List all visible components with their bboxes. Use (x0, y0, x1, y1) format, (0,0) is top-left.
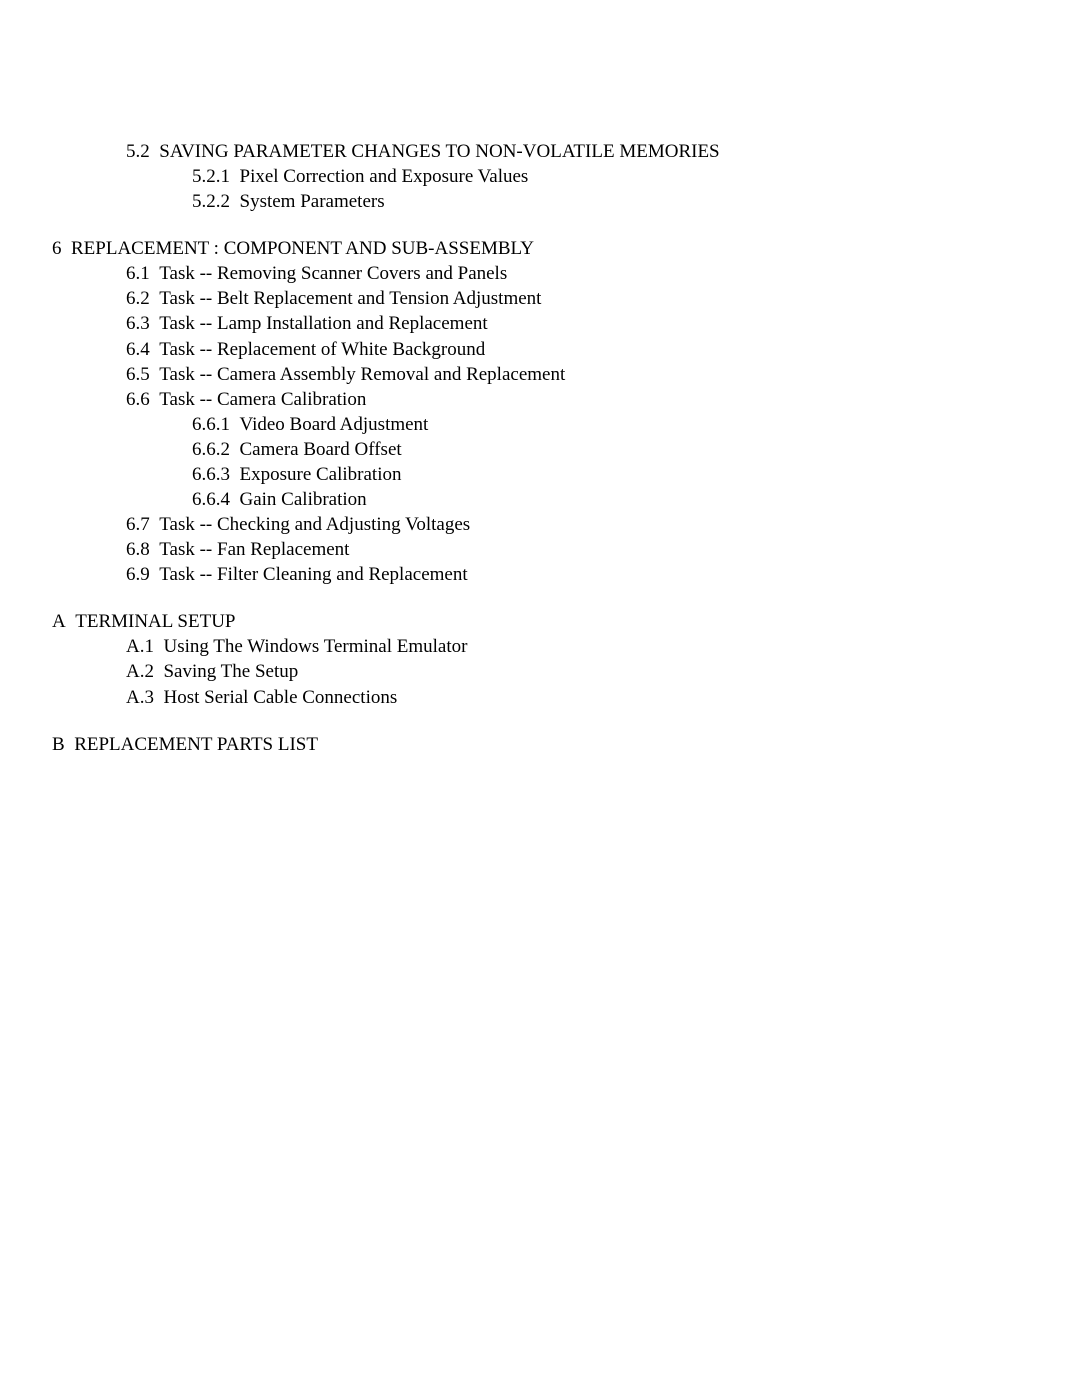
toc-title: SAVING PARAMETER CHANGES TO NON-VOLATILE… (159, 141, 719, 162)
toc-title: Task -- Checking and Adjusting Voltages (159, 514, 470, 535)
toc-title: Host Serial Cable Connections (163, 687, 397, 708)
toc-title: Task -- Belt Replacement and Tension Adj… (159, 288, 541, 309)
toc-entry: 6.6.2 Camera Board Offset (192, 437, 1028, 462)
toc-entry: 6.4 Task -- Replacement of White Backgro… (126, 337, 1028, 362)
toc-title: Using The Windows Terminal Emulator (163, 636, 467, 657)
toc-number: 5.2.1 (192, 166, 230, 187)
toc-title: Pixel Correction and Exposure Values (240, 166, 529, 187)
toc-title: Task -- Replacement of White Background (159, 339, 485, 360)
toc-entry: 5.2.2 System Parameters (192, 189, 1028, 214)
toc-title: Task -- Removing Scanner Covers and Pane… (159, 263, 507, 284)
toc-number: 6 (52, 238, 62, 259)
toc-number: 6.6.1 (192, 414, 230, 435)
toc-entry: 6.6.1 Video Board Adjustment (192, 412, 1028, 437)
toc-number: 6.6.2 (192, 439, 230, 460)
toc-entry: 6.2 Task -- Belt Replacement and Tension… (126, 286, 1028, 311)
toc-title: REPLACEMENT : COMPONENT AND SUB-ASSEMBLY (71, 238, 534, 259)
toc-entry: 6.5 Task -- Camera Assembly Removal and … (126, 362, 1028, 387)
toc-entry: A.3 Host Serial Cable Connections (126, 685, 1028, 710)
toc-title: Saving The Setup (163, 661, 298, 682)
toc-page: 5.2 SAVING PARAMETER CHANGES TO NON-VOLA… (0, 0, 1080, 757)
toc-title: Task -- Lamp Installation and Replacemen… (159, 313, 487, 334)
toc-entry: A.1 Using The Windows Terminal Emulator (126, 634, 1028, 659)
toc-number: A.1 (126, 636, 154, 657)
toc-number: 6.8 (126, 539, 150, 560)
toc-entry: 6.8 Task -- Fan Replacement (126, 537, 1028, 562)
toc-number: 6.2 (126, 288, 150, 309)
toc-title: Task -- Filter Cleaning and Replacement (159, 564, 467, 585)
toc-number: 6.7 (126, 514, 150, 535)
toc-number: B (52, 734, 65, 755)
toc-number: 6.1 (126, 263, 150, 284)
toc-entry: 5.2.1 Pixel Correction and Exposure Valu… (192, 164, 1028, 189)
toc-number: 5.2.2 (192, 191, 230, 212)
toc-entry: 6.6.4 Gain Calibration (192, 487, 1028, 512)
toc-number: 6.9 (126, 564, 150, 585)
toc-entry: 6.3 Task -- Lamp Installation and Replac… (126, 311, 1028, 336)
toc-number: 5.2 (126, 141, 150, 162)
toc-title: Task -- Fan Replacement (159, 539, 349, 560)
toc-title: System Parameters (240, 191, 385, 212)
toc-entry: 6.6 Task -- Camera Calibration (126, 387, 1028, 412)
toc-number: A.3 (126, 687, 154, 708)
toc-entry: 6.1 Task -- Removing Scanner Covers and … (126, 261, 1028, 286)
toc-entry: 5.2 SAVING PARAMETER CHANGES TO NON-VOLA… (126, 139, 1028, 164)
toc-entry: 6.7 Task -- Checking and Adjusting Volta… (126, 512, 1028, 537)
toc-title: Video Board Adjustment (240, 414, 429, 435)
toc-entry: 6.9 Task -- Filter Cleaning and Replacem… (126, 562, 1028, 587)
toc-number: 6.5 (126, 364, 150, 385)
toc-number: 6.4 (126, 339, 150, 360)
toc-number: 6.6.4 (192, 489, 230, 510)
toc-title: REPLACEMENT PARTS LIST (74, 734, 318, 755)
toc-title: Task -- Camera Calibration (159, 389, 366, 410)
toc-title: Exposure Calibration (240, 464, 402, 485)
toc-entry: A TERMINAL SETUP (52, 609, 1028, 634)
toc-title: TERMINAL SETUP (75, 611, 235, 632)
toc-entry: B REPLACEMENT PARTS LIST (52, 732, 1028, 757)
toc-number: 6.3 (126, 313, 150, 334)
toc-entry: A.2 Saving The Setup (126, 659, 1028, 684)
toc-title: Task -- Camera Assembly Removal and Repl… (159, 364, 565, 385)
toc-number: 6.6 (126, 389, 150, 410)
toc-number: 6.6.3 (192, 464, 230, 485)
toc-entry: 6.6.3 Exposure Calibration (192, 462, 1028, 487)
toc-title: Camera Board Offset (240, 439, 402, 460)
toc-title: Gain Calibration (240, 489, 367, 510)
toc-number: A (52, 611, 66, 632)
toc-entry: 6 REPLACEMENT : COMPONENT AND SUB-ASSEMB… (52, 236, 1028, 261)
toc-number: A.2 (126, 661, 154, 682)
